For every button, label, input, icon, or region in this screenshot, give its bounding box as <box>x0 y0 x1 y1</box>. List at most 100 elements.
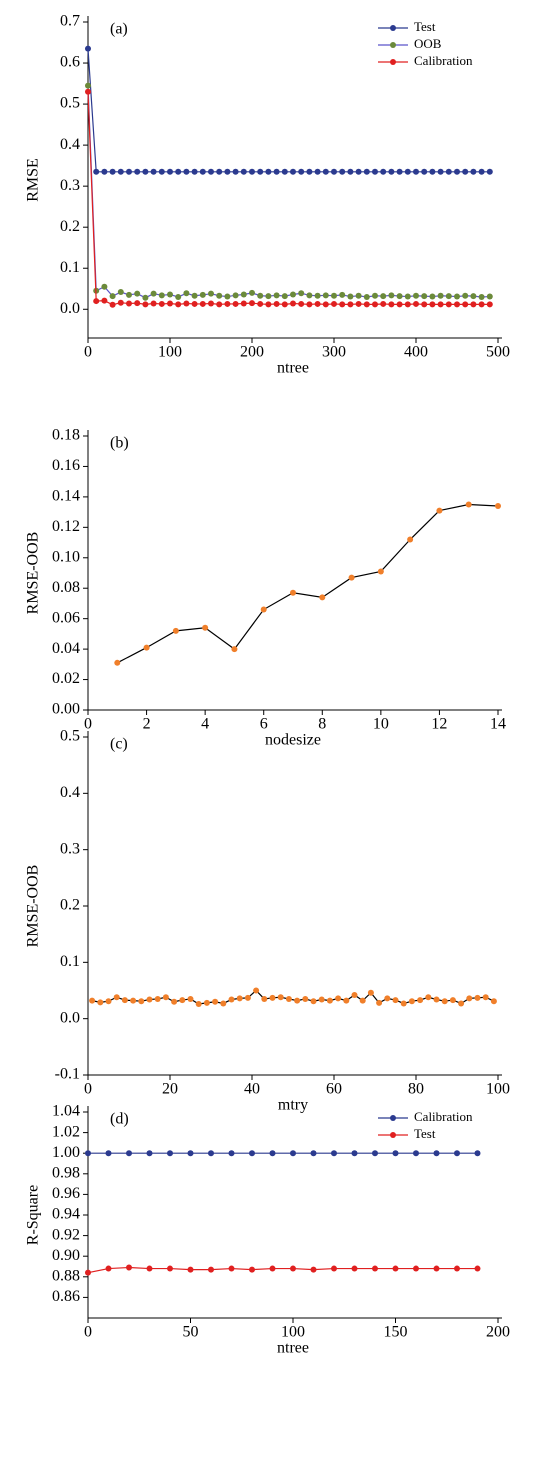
marker <box>290 291 296 298</box>
marker <box>478 168 485 175</box>
y-tick-label: 0.5 <box>60 95 80 112</box>
marker <box>372 1150 378 1157</box>
marker <box>199 168 206 175</box>
marker <box>302 995 309 1002</box>
marker <box>121 997 128 1004</box>
y-tick-label: 0.2 <box>60 218 80 235</box>
marker <box>429 168 436 175</box>
marker <box>150 168 157 175</box>
marker <box>191 292 198 299</box>
legend-marker <box>390 42 396 48</box>
y-tick-label: 0.04 <box>52 640 80 657</box>
x-axis-label: ntree <box>277 1340 309 1357</box>
y-tick-label: 0.18 <box>52 427 80 444</box>
marker <box>202 624 209 631</box>
marker <box>265 301 272 308</box>
marker <box>126 300 132 307</box>
panel-label: (d) <box>110 1111 129 1128</box>
marker <box>167 291 173 298</box>
legend-label: Test <box>414 19 436 34</box>
x-tick-label: 14 <box>490 716 506 733</box>
marker <box>240 300 247 307</box>
marker <box>105 1150 112 1157</box>
marker <box>281 293 288 300</box>
marker <box>143 644 150 651</box>
marker <box>318 996 325 1003</box>
marker <box>285 995 292 1002</box>
marker <box>130 997 137 1004</box>
x-tick-label: 200 <box>486 1324 510 1341</box>
x-tick-label: 300 <box>322 344 346 361</box>
marker <box>183 300 190 307</box>
marker <box>85 1150 91 1157</box>
x-tick-label: 100 <box>486 1081 510 1098</box>
series-line <box>87 85 490 299</box>
marker <box>458 1000 465 1007</box>
legend-marker <box>390 1115 396 1121</box>
x-tick-label: 150 <box>384 1324 408 1341</box>
marker <box>232 168 239 175</box>
marker <box>126 1264 132 1271</box>
marker <box>331 1265 337 1272</box>
marker <box>454 301 460 308</box>
marker <box>216 301 223 308</box>
marker <box>351 1150 358 1157</box>
y-tick-label: 0.2 <box>60 897 80 914</box>
marker <box>105 998 112 1005</box>
marker <box>150 300 157 307</box>
marker <box>203 999 210 1006</box>
marker <box>331 292 337 299</box>
marker <box>199 300 206 307</box>
marker <box>273 168 280 175</box>
marker <box>85 82 91 89</box>
marker <box>216 292 223 299</box>
marker <box>134 300 141 307</box>
marker <box>474 1150 481 1157</box>
marker <box>117 289 124 296</box>
marker <box>413 300 419 307</box>
y-tick-label: 0.08 <box>52 579 80 596</box>
marker <box>85 88 91 95</box>
marker <box>208 168 214 175</box>
marker <box>404 301 411 308</box>
marker <box>454 1150 460 1157</box>
marker <box>208 1266 214 1273</box>
marker <box>495 503 501 510</box>
panel-label: (c) <box>110 736 128 753</box>
x-tick-label: 100 <box>281 1324 305 1341</box>
x-tick-label: 60 <box>326 1081 342 1098</box>
marker <box>298 300 305 307</box>
marker <box>376 999 383 1006</box>
marker <box>113 994 120 1001</box>
marker <box>470 301 477 308</box>
marker <box>359 997 366 1004</box>
marker <box>408 998 415 1005</box>
marker <box>257 292 264 299</box>
marker <box>208 300 214 307</box>
marker <box>462 292 469 299</box>
marker <box>167 300 173 307</box>
marker <box>348 574 355 581</box>
marker <box>101 168 108 175</box>
marker <box>433 1150 440 1157</box>
marker <box>236 995 243 1002</box>
marker <box>105 1265 112 1272</box>
marker <box>171 998 178 1005</box>
marker <box>187 995 194 1002</box>
marker <box>175 301 182 308</box>
marker <box>257 168 264 175</box>
marker <box>331 300 337 307</box>
marker <box>281 168 288 175</box>
marker <box>146 996 153 1003</box>
marker <box>384 995 391 1002</box>
marker <box>97 999 104 1006</box>
x-tick-label: 8 <box>318 716 326 733</box>
marker <box>339 301 346 308</box>
marker <box>454 1265 460 1272</box>
marker <box>281 301 288 308</box>
marker <box>93 168 100 175</box>
marker <box>249 289 255 296</box>
marker <box>249 1150 255 1157</box>
y-tick-label: 1.04 <box>52 1103 80 1120</box>
marker <box>347 168 354 175</box>
